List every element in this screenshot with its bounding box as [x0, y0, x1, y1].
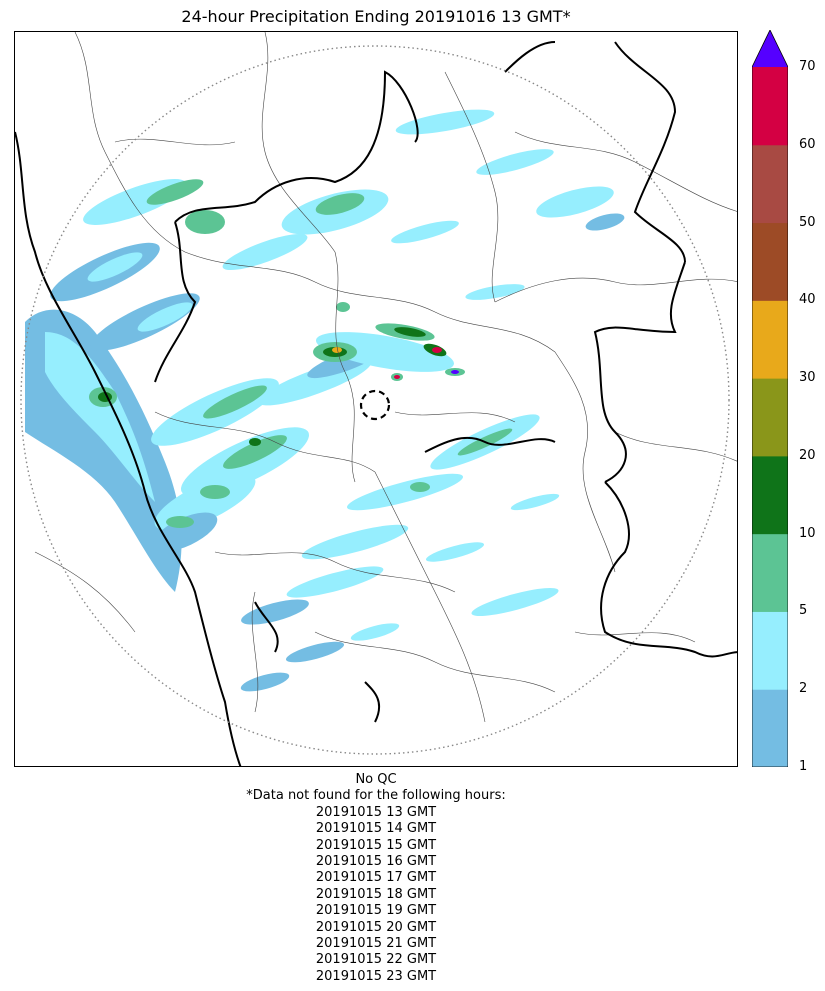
precip-cell [200, 485, 230, 499]
precip-streak [476, 149, 554, 175]
colorbar-segment [752, 222, 788, 301]
precip-streak [301, 524, 409, 560]
colorbar-outline [752, 30, 788, 767]
colorbar-tick-label: 10 [799, 525, 816, 541]
precip-streak [83, 179, 187, 225]
colorbar-segment [752, 533, 788, 612]
missing-hour: 20191015 17 GMT [315, 870, 437, 886]
precip-streak [87, 252, 143, 282]
missing-hour: 20191015 15 GMT [315, 837, 437, 853]
colorbar-segment [752, 611, 788, 690]
precip-streak [223, 435, 287, 469]
precip-cell [432, 347, 442, 353]
precip-streak [146, 179, 204, 205]
precip-streak [222, 233, 308, 271]
precip-streak [536, 186, 614, 218]
precip-streak [203, 385, 267, 419]
precip-cell [332, 347, 342, 353]
missing-hour: 20191015 16 GMT [315, 854, 437, 870]
colorbar-tick-label: 20 [799, 447, 816, 463]
missing-hour: 20191015 20 GMT [315, 919, 437, 935]
colorbar-tick-label: 5 [799, 603, 808, 619]
precip-cell [249, 438, 261, 446]
precip-streak [391, 220, 459, 244]
colorbar [752, 30, 788, 767]
precip-streak [285, 641, 345, 663]
map-title: 24-hour Precipitation Ending 20191016 13… [181, 7, 571, 26]
precip-coastal-cyan [45, 332, 155, 502]
colorbar-ticks [752, 30, 788, 767]
missing-hour: 20191015 14 GMT [315, 821, 437, 837]
colorbar-tick-label: 40 [799, 292, 816, 308]
colorbar-segment [752, 144, 788, 224]
precip-cell [394, 375, 400, 379]
colorbar-extend-arrow [752, 30, 788, 67]
qc-note: No QC [355, 772, 397, 787]
colorbar-tick-label: 60 [799, 136, 816, 152]
precip-streak [185, 210, 225, 234]
precip-streak [152, 512, 218, 552]
colorbar-tick-label: 1 [799, 759, 808, 774]
radar-map-canvas [15, 32, 737, 766]
precip-streak [315, 193, 365, 215]
coastline [15, 131, 242, 766]
missing-hour: 20191015 13 GMT [315, 804, 437, 820]
precip-cell [336, 302, 350, 312]
radar-site-marker [359, 389, 391, 421]
colorbar-tick-label: 2 [799, 681, 808, 697]
colorbar-tick-label: 50 [799, 214, 816, 230]
missing-hour: 20191015 21 GMT [315, 936, 437, 952]
precip-streak [585, 213, 625, 231]
missing-hour: 20191015 19 GMT [315, 903, 437, 919]
precip-streak [425, 542, 485, 562]
radar-map [14, 31, 738, 767]
precip-streak [286, 566, 384, 598]
missing-data-header: *Data not found for the following hours: [246, 788, 506, 804]
colorbar-tick-label: 70 [799, 59, 816, 74]
missing-hour: 20191015 22 GMT [315, 952, 437, 968]
footer-notes: No QC *Data not found for the following … [14, 772, 738, 985]
colorbar-segment [752, 67, 788, 146]
colorbar-tick-label: 30 [799, 370, 816, 386]
state-boundaries [15, 41, 737, 766]
precip-streak [137, 302, 193, 332]
precip-cell [166, 516, 194, 528]
precip-cell [451, 370, 459, 374]
precip-streak [240, 672, 290, 692]
radar-range-ring [20, 45, 730, 755]
precip-streak [316, 332, 454, 372]
colorbar-segment [752, 689, 788, 767]
precip-cell [410, 482, 430, 492]
precipitation-layer [25, 109, 625, 692]
precip-streak [350, 623, 400, 641]
colorbar-segment [752, 455, 788, 535]
precip-streak [471, 588, 559, 616]
precip-streak [395, 109, 495, 135]
precip-streak [465, 284, 525, 300]
missing-hour: 20191015 18 GMT [315, 886, 437, 902]
precip-streak [510, 493, 560, 511]
colorbar-segment [752, 378, 788, 457]
colorbar-segments [752, 67, 788, 767]
precip-streak [346, 473, 464, 511]
precip-streak [241, 599, 309, 625]
precip-cell [394, 327, 426, 337]
missing-hour: 20191015 23 GMT [315, 968, 437, 984]
colorbar-segment [752, 300, 788, 379]
district-boundaries [34, 32, 737, 723]
